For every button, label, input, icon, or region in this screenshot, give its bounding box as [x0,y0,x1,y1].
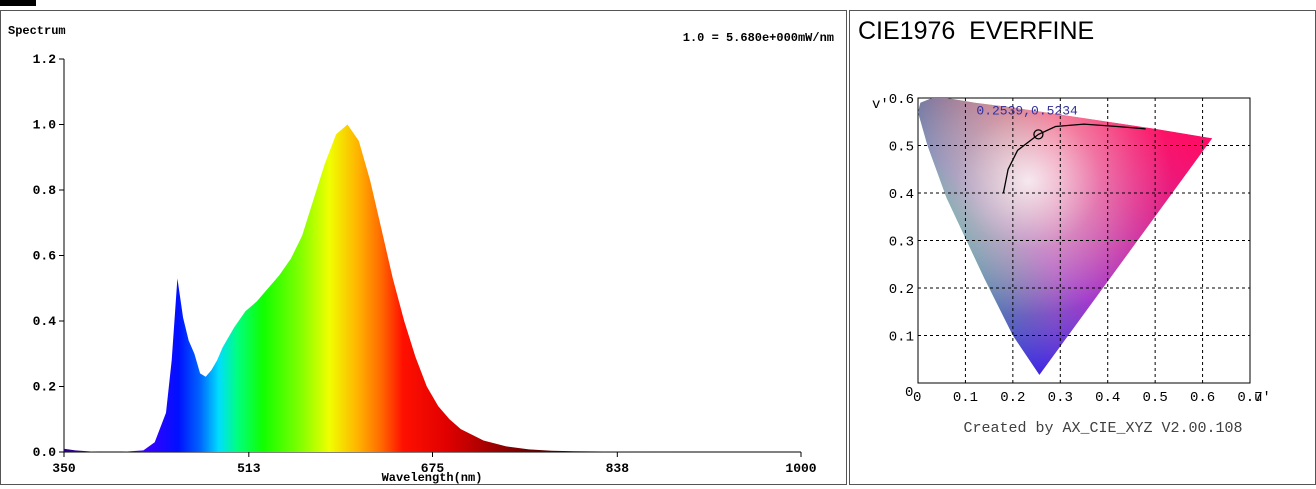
scale-note: 1.0 = 5.680e+000mW/nm [683,31,834,45]
spectrum-title: Spectrum [8,24,66,38]
cie-y-tick-label: 0.3 [889,235,914,251]
cie-overlay: 0.1 0.2 0.3 0.4 0.5 0.6 0.7 0.1 0.2 0.3 0.4 0.5 0.6 0… [872,92,1271,406]
cie-y-axis-label: v' [872,97,889,113]
y-tick-label: 0.8 [33,183,57,198]
x-tick-label: 838 [606,461,630,476]
cie-x-tick-label: 0.3 [1048,390,1073,406]
spectrum-labels: 0.0 0.2 0.4 0.6 0.8 1.0 1.2 350 513 675 838 1000 [33,52,817,476]
planckian-locus-line [1002,123,1146,194]
y-tick-label: 1.2 [33,52,57,67]
spectrum-area [64,124,801,452]
cie-x-tick-label: 0.2 [1000,390,1025,406]
cie-x-tick-label: 0.1 [953,390,978,406]
y-tick-label: 0.0 [33,445,57,460]
x-tick-label: 350 [52,461,76,476]
cie-panel: CIE1976 EVERFINE [849,10,1316,485]
y-tick-label: 0.2 [33,380,57,395]
x-tick-label: 675 [421,461,445,476]
cie-y-tick-label: 0.5 [889,140,914,156]
cie-y-tick-label: 0.2 [889,282,914,298]
cie-x-tick-label: 0.7 [1237,390,1262,406]
top-edge-marker [0,0,36,6]
cie-y-tick-label: 0.6 [889,92,914,108]
cie-origin-label: 0 [905,385,913,401]
x-tick-label: 1000 [785,461,816,476]
y-tick-label: 1.0 [33,118,57,133]
cie-grid [918,98,1250,383]
cie-coordinate-label: 0.2539,0.5234 [976,103,1078,118]
cie-footer: Created by AX_CIE_XYZ V2.00.108 [963,420,1242,437]
chromaticity-point [1033,129,1044,140]
cie-chart: 0.1 0.2 0.3 0.4 0.5 0.6 0.7 0.1 0.2 0.3 0.4 0.5 0.6 0… [872,92,1271,437]
cie-x-tick-label: 0.4 [1095,390,1120,406]
cie-x-tick-label: 0.5 [1143,390,1168,406]
spectrum-chart: 0.0 0.2 0.4 0.6 0.8 1.0 1.2 350 513 675 838 1000 Sp… [8,24,834,485]
x-tick-label: 513 [237,461,261,476]
x-axis-title: Wavelength(nm) [382,471,483,484]
cie-x-tick-label: 0.6 [1190,390,1215,406]
y-tick-label: 0.6 [33,249,57,264]
cie-x-axis-label: u' [1254,390,1271,406]
cie-y-tick-label: 0.1 [889,330,914,346]
y-tick-label: 0.4 [33,314,57,329]
spectrum-panel: 0.0 0.2 0.4 0.6 0.8 1.0 1.2 350 513 675 838 1000 Sp… [0,10,847,485]
cie-y-tick-label: 0.4 [889,187,914,203]
cie-x-origin-label: 0 [913,390,921,406]
cie-title: CIE1976 EVERFINE [858,17,1095,45]
